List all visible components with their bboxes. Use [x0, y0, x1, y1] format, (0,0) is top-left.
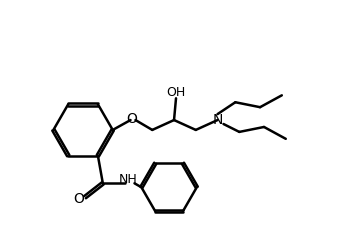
Text: O: O — [74, 192, 85, 206]
Text: O: O — [126, 112, 137, 126]
Text: N: N — [212, 113, 223, 127]
Text: OH: OH — [166, 86, 185, 99]
Text: NH: NH — [119, 173, 138, 186]
